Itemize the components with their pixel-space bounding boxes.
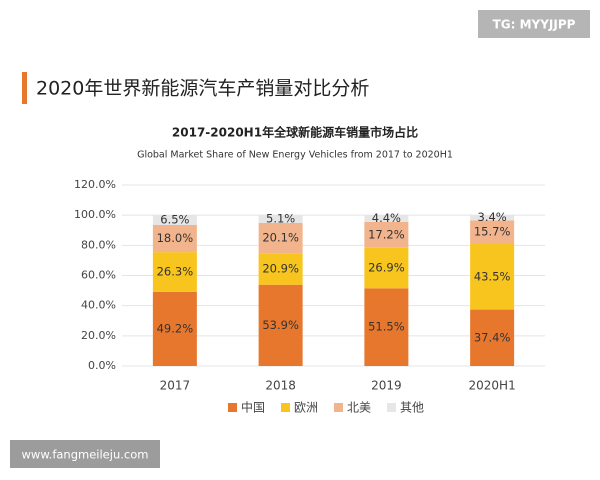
chart-title: 2017-2020H1年全球新能源车销量市场占比	[172, 125, 418, 140]
x-tick-label: 2017	[160, 379, 191, 393]
bar-segment	[470, 243, 515, 310]
x-tick-label: 2019	[371, 379, 402, 393]
x-tick-label: 2020H1	[469, 379, 516, 393]
bar-segment	[470, 309, 515, 366]
legend-label: 欧洲	[294, 401, 318, 415]
legend-swatch	[387, 403, 396, 412]
bar-segment	[152, 291, 197, 366]
value-label: 18.0%	[157, 231, 194, 245]
bar-segment	[152, 215, 197, 225]
value-label: 20.1%	[262, 231, 299, 245]
legend-label: 北美	[347, 401, 371, 415]
watermark: www.fangmeileju.com	[22, 448, 149, 462]
bar-segment	[152, 252, 197, 292]
value-label: 26.9%	[368, 261, 405, 275]
watermark-box	[10, 440, 160, 468]
legend-swatch	[334, 403, 343, 412]
bar-segment	[258, 215, 303, 223]
bar-segment	[152, 224, 197, 253]
bar-segment	[258, 253, 303, 285]
bar-segment	[258, 284, 303, 366]
bar-segment	[470, 220, 515, 244]
value-label: 37.4%	[474, 330, 511, 344]
y-tick-label: 20.0%	[81, 329, 116, 342]
legend-label: 中国	[241, 400, 265, 415]
bar-segment	[364, 288, 409, 366]
y-tick-label: 40.0%	[81, 299, 116, 312]
value-label: 49.2%	[157, 321, 194, 335]
y-tick-label: 60.0%	[81, 269, 116, 282]
y-tick-label: 80.0%	[81, 238, 116, 251]
y-tick-label: 120.0%	[74, 178, 116, 191]
y-tick-label: 0.0%	[88, 359, 116, 372]
bar-segment	[364, 221, 409, 248]
bar-segment	[258, 222, 303, 254]
value-label: 3.4%	[478, 210, 507, 224]
bar-segment	[364, 215, 409, 222]
y-tick-label: 100.0%	[74, 208, 116, 221]
legend-swatch	[228, 403, 237, 412]
x-tick-label: 2018	[265, 379, 296, 393]
legend-label: 其他	[400, 401, 424, 415]
heading-bar	[22, 72, 27, 104]
value-label: 53.9%	[262, 318, 299, 332]
chart-subtitle: Global Market Share of New Energy Vehicl…	[137, 150, 453, 161]
value-label: 6.5%	[160, 213, 189, 227]
bar-segment	[364, 247, 409, 289]
value-label: 4.4%	[372, 211, 401, 225]
heading: 2020年世界新能源汽车产销量对比分析	[36, 78, 369, 100]
value-label: 17.2%	[368, 227, 405, 241]
value-label: 26.3%	[157, 264, 194, 278]
value-label: 43.5%	[474, 269, 511, 283]
legend-swatch	[281, 403, 290, 412]
value-label: 15.7%	[474, 225, 511, 239]
bar-segment	[470, 215, 515, 221]
badge-box	[478, 10, 590, 38]
value-label: 5.1%	[266, 212, 295, 226]
value-label: 20.9%	[262, 261, 299, 275]
value-label: 51.5%	[368, 320, 405, 334]
badge: TG: MYYJJPP	[493, 18, 576, 32]
